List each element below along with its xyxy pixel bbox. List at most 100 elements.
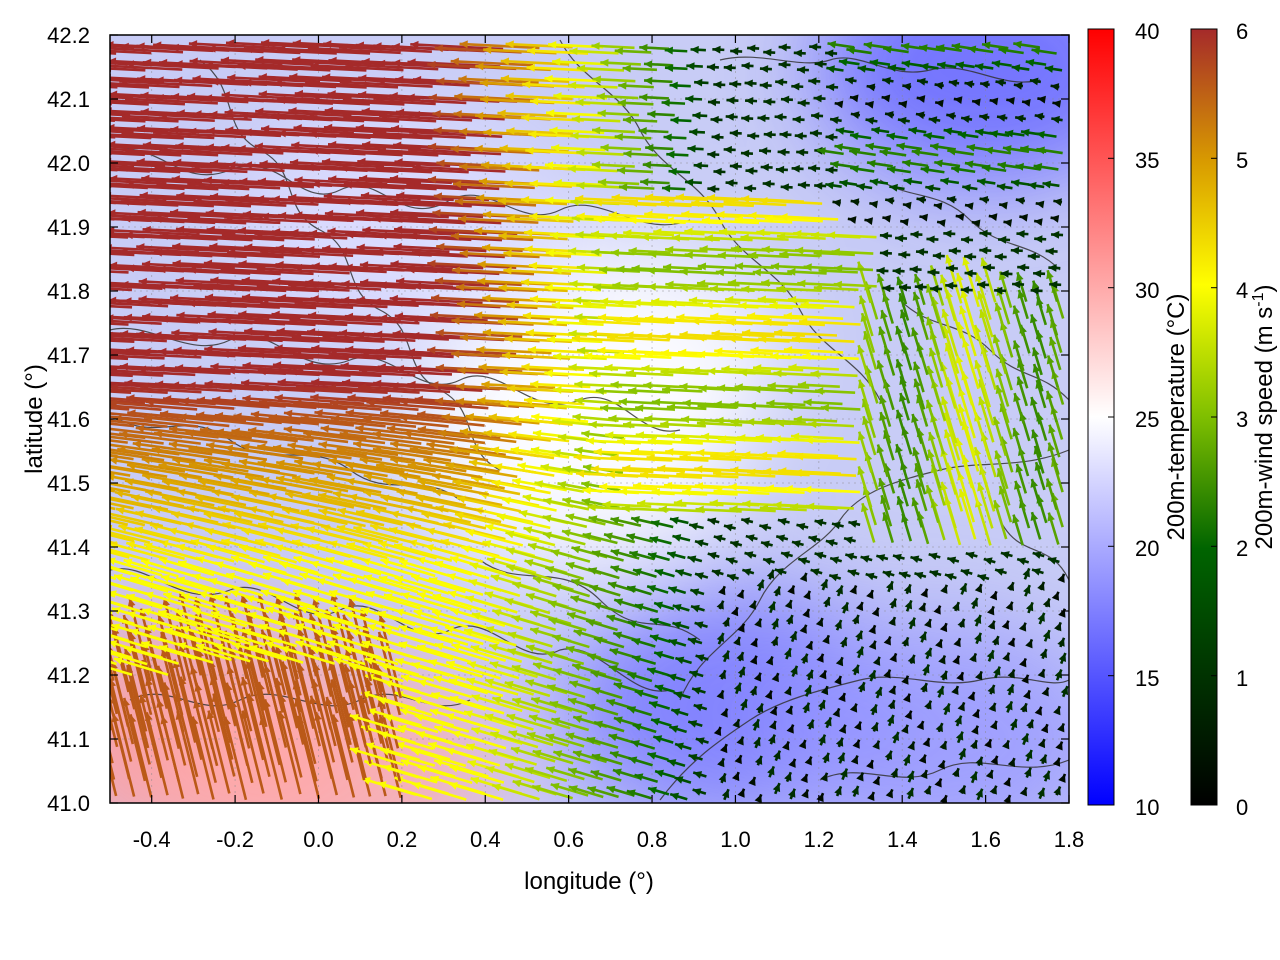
wind-vector-head xyxy=(141,260,151,269)
wind-vector-head xyxy=(669,725,679,733)
wind-vector-head xyxy=(833,264,843,273)
wind-vector-head xyxy=(255,350,265,359)
wind-vector-head xyxy=(955,354,964,364)
wind-vector-head xyxy=(759,504,769,513)
wind-vector-head xyxy=(642,161,652,169)
wind-vector-head xyxy=(951,165,960,174)
wind-vector-shaft xyxy=(220,181,314,189)
wind-vector-head xyxy=(676,313,685,322)
wind-vector-head xyxy=(479,79,489,88)
wind-vector-head xyxy=(239,111,249,120)
wind-vector-head xyxy=(288,193,297,202)
wind-vector-head xyxy=(523,396,533,405)
wind-vector-head xyxy=(651,398,661,407)
wind-vector-shaft xyxy=(470,694,523,713)
wind-vector-head xyxy=(498,283,507,292)
wind-vector-head xyxy=(790,432,800,441)
wind-vector-head xyxy=(467,760,477,768)
wind-vector-head xyxy=(327,383,337,392)
wind-vector-shaft xyxy=(154,165,248,174)
wind-vector-shaft xyxy=(759,199,823,205)
wind-vector-head xyxy=(69,315,77,323)
wind-vector-head xyxy=(399,559,409,567)
wind-vector-shaft xyxy=(155,96,249,104)
wind-vector-shaft xyxy=(491,783,540,801)
wind-vector-head xyxy=(1022,98,1031,107)
wind-vector-head xyxy=(307,311,317,320)
wind-vector-head xyxy=(594,720,603,729)
wind-vector-head xyxy=(573,453,582,462)
wind-vector-head xyxy=(989,130,999,138)
wind-vector-head xyxy=(571,115,581,124)
wind-vector-shaft xyxy=(325,609,349,693)
wind-vector-head xyxy=(929,570,939,578)
wind-vector-head xyxy=(626,789,636,797)
wind-vector-shaft xyxy=(458,77,539,85)
wind-vector-shaft xyxy=(293,126,387,134)
wind-vector-shaft xyxy=(552,60,607,66)
wind-vector-head xyxy=(156,364,165,372)
wind-vector-shaft xyxy=(449,765,505,784)
wind-vector-head xyxy=(788,363,797,372)
wind-vector-head xyxy=(922,664,930,674)
wind-vector-head xyxy=(562,465,572,474)
wind-vector-head xyxy=(289,316,298,324)
wind-vector-head xyxy=(36,264,44,272)
wind-vector-shaft xyxy=(325,696,349,781)
wind-vector-head xyxy=(572,413,581,422)
wind-vector-head xyxy=(1004,129,1014,138)
wind-vector-shaft xyxy=(676,472,739,479)
wind-vector-head xyxy=(79,573,88,580)
wind-vector-head xyxy=(451,316,460,325)
wind-vector-head xyxy=(379,731,389,739)
wind-vector-head xyxy=(684,178,694,187)
wind-vector-head xyxy=(726,449,735,458)
wind-vector-head xyxy=(838,693,846,703)
wind-vector-shaft xyxy=(159,234,253,242)
wind-vector-shaft xyxy=(614,353,672,360)
wind-vector-shaft xyxy=(141,457,219,473)
wind-vector-head xyxy=(716,210,725,219)
wind-vector-shaft xyxy=(110,696,131,780)
wind-vector-head xyxy=(655,769,664,778)
wind-vector-head xyxy=(425,544,434,552)
wind-vector-head xyxy=(779,130,788,139)
wind-vector-head xyxy=(212,395,221,404)
wind-vector-head xyxy=(210,610,220,619)
wind-vectors xyxy=(36,39,1069,803)
wind-vector-head xyxy=(552,417,561,426)
wind-vector-head xyxy=(266,429,275,437)
wind-vector-head xyxy=(125,264,135,273)
wind-vector-shaft xyxy=(973,446,991,495)
wind-vector-head xyxy=(791,82,800,91)
wind-vector-head xyxy=(412,282,422,291)
wind-vector-shaft xyxy=(941,396,958,444)
wind-vector-shaft xyxy=(482,330,557,338)
wind-vector-head xyxy=(119,329,129,338)
wind-vector-head xyxy=(355,209,365,217)
wind-vector-head xyxy=(306,113,315,122)
wind-vector-shaft xyxy=(324,212,418,220)
wind-vector-head xyxy=(86,446,95,454)
wind-vector-head xyxy=(1009,719,1018,729)
wind-vector-shaft xyxy=(523,398,585,406)
wind-vector-head xyxy=(357,157,366,166)
wind-vector-shaft xyxy=(413,627,469,646)
wind-vector-head xyxy=(597,346,606,355)
wind-vector-shaft xyxy=(411,251,505,259)
wind-vector-head xyxy=(865,142,875,151)
wind-vector-shaft xyxy=(412,165,506,173)
wind-vector-head xyxy=(378,314,388,322)
wind-vector-head xyxy=(604,532,613,541)
wind-vector-head xyxy=(568,363,577,372)
wind-vector-head xyxy=(663,481,673,490)
wind-vector-head xyxy=(134,526,144,535)
wind-vector-head xyxy=(865,116,875,125)
wind-vector-head xyxy=(570,131,579,140)
wind-vector-head xyxy=(406,180,415,189)
wind-vector-shaft xyxy=(190,631,215,715)
wind-vector-head xyxy=(395,741,405,750)
wind-vector-head xyxy=(759,81,769,90)
wind-vector-head xyxy=(347,393,356,402)
wind-vector-head xyxy=(814,551,824,560)
